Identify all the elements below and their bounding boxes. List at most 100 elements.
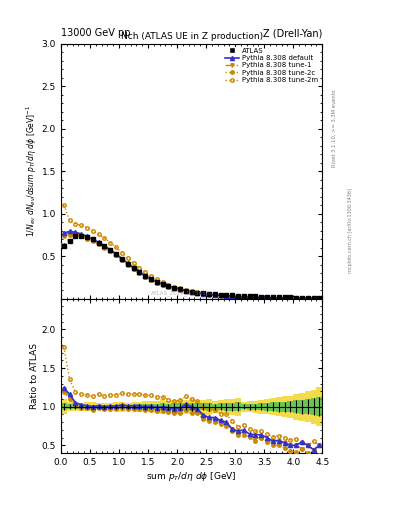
FancyBboxPatch shape — [224, 403, 230, 411]
FancyBboxPatch shape — [160, 403, 165, 411]
FancyBboxPatch shape — [125, 405, 130, 409]
FancyBboxPatch shape — [154, 400, 160, 413]
FancyBboxPatch shape — [299, 400, 305, 414]
FancyBboxPatch shape — [96, 405, 101, 409]
Legend: ATLAS, Pythia 8.308 default, Pythia 8.308 tune-1, Pythia 8.308 tune-2c, Pythia 8: ATLAS, Pythia 8.308 default, Pythia 8.30… — [222, 45, 321, 86]
Text: mcplots.cern.ch [arXiv:1306.3436]: mcplots.cern.ch [arXiv:1306.3436] — [348, 188, 353, 273]
FancyBboxPatch shape — [142, 275, 148, 276]
FancyBboxPatch shape — [78, 402, 84, 411]
FancyBboxPatch shape — [241, 401, 247, 412]
FancyBboxPatch shape — [200, 403, 206, 410]
FancyBboxPatch shape — [90, 402, 96, 411]
FancyBboxPatch shape — [73, 404, 78, 409]
FancyBboxPatch shape — [183, 400, 189, 414]
FancyBboxPatch shape — [119, 402, 125, 412]
FancyBboxPatch shape — [107, 249, 113, 251]
FancyBboxPatch shape — [310, 390, 316, 424]
FancyBboxPatch shape — [78, 404, 84, 409]
FancyBboxPatch shape — [258, 400, 264, 414]
Text: ATLAS_2019_I1736531: ATLAS_2019_I1736531 — [151, 290, 213, 296]
FancyBboxPatch shape — [218, 403, 224, 410]
FancyBboxPatch shape — [101, 405, 107, 409]
FancyBboxPatch shape — [247, 401, 253, 412]
FancyBboxPatch shape — [212, 400, 218, 413]
FancyBboxPatch shape — [212, 403, 218, 410]
FancyBboxPatch shape — [206, 399, 212, 415]
FancyBboxPatch shape — [177, 403, 183, 410]
FancyBboxPatch shape — [136, 404, 142, 409]
FancyBboxPatch shape — [130, 404, 136, 409]
FancyBboxPatch shape — [130, 402, 136, 411]
FancyBboxPatch shape — [258, 403, 264, 410]
FancyBboxPatch shape — [218, 400, 224, 414]
FancyBboxPatch shape — [270, 402, 276, 411]
FancyBboxPatch shape — [125, 263, 130, 265]
FancyBboxPatch shape — [136, 402, 142, 412]
FancyBboxPatch shape — [113, 253, 119, 255]
FancyBboxPatch shape — [206, 403, 212, 411]
FancyBboxPatch shape — [270, 398, 276, 415]
FancyBboxPatch shape — [84, 402, 90, 411]
FancyBboxPatch shape — [276, 402, 282, 412]
FancyBboxPatch shape — [282, 396, 287, 417]
FancyBboxPatch shape — [160, 399, 165, 414]
FancyBboxPatch shape — [154, 403, 160, 410]
Y-axis label: Ratio to ATLAS: Ratio to ATLAS — [30, 343, 39, 409]
FancyBboxPatch shape — [67, 404, 73, 409]
FancyBboxPatch shape — [253, 403, 258, 410]
FancyBboxPatch shape — [73, 402, 78, 411]
FancyBboxPatch shape — [90, 404, 96, 409]
FancyBboxPatch shape — [195, 400, 200, 413]
FancyBboxPatch shape — [148, 401, 154, 412]
FancyBboxPatch shape — [310, 398, 316, 415]
FancyBboxPatch shape — [241, 404, 247, 409]
FancyBboxPatch shape — [154, 281, 160, 282]
FancyBboxPatch shape — [130, 267, 136, 269]
FancyBboxPatch shape — [67, 239, 73, 243]
FancyBboxPatch shape — [171, 403, 177, 410]
FancyBboxPatch shape — [107, 402, 113, 411]
FancyBboxPatch shape — [160, 284, 165, 285]
FancyBboxPatch shape — [230, 399, 235, 415]
FancyBboxPatch shape — [177, 289, 183, 290]
X-axis label: sum $p_T/d\eta\ d\phi$ [GeV]: sum $p_T/d\eta\ d\phi$ [GeV] — [146, 470, 237, 483]
FancyBboxPatch shape — [61, 243, 67, 248]
FancyBboxPatch shape — [189, 291, 195, 292]
FancyBboxPatch shape — [276, 397, 282, 416]
FancyBboxPatch shape — [96, 403, 101, 410]
FancyBboxPatch shape — [264, 399, 270, 415]
FancyBboxPatch shape — [287, 396, 293, 418]
FancyBboxPatch shape — [195, 403, 200, 410]
Text: Rivet 3.1.10, >= 3.3M events: Rivet 3.1.10, >= 3.3M events — [332, 89, 337, 167]
FancyBboxPatch shape — [171, 400, 177, 414]
FancyBboxPatch shape — [235, 398, 241, 416]
FancyBboxPatch shape — [253, 400, 258, 413]
FancyBboxPatch shape — [293, 400, 299, 413]
FancyBboxPatch shape — [235, 402, 241, 411]
FancyBboxPatch shape — [264, 403, 270, 411]
FancyBboxPatch shape — [142, 404, 148, 410]
FancyBboxPatch shape — [230, 402, 235, 411]
FancyBboxPatch shape — [84, 236, 90, 239]
FancyBboxPatch shape — [183, 403, 189, 410]
FancyBboxPatch shape — [113, 404, 119, 409]
Title: Nch (ATLAS UE in Z production): Nch (ATLAS UE in Z production) — [121, 32, 263, 41]
FancyBboxPatch shape — [200, 400, 206, 414]
FancyBboxPatch shape — [247, 404, 253, 410]
FancyBboxPatch shape — [305, 391, 310, 422]
FancyBboxPatch shape — [316, 397, 322, 416]
FancyBboxPatch shape — [189, 403, 195, 411]
FancyBboxPatch shape — [113, 402, 119, 411]
FancyBboxPatch shape — [119, 258, 125, 261]
FancyBboxPatch shape — [189, 399, 195, 415]
FancyBboxPatch shape — [73, 234, 78, 238]
FancyBboxPatch shape — [282, 401, 287, 412]
Y-axis label: $1/N_{ev}\ dN_{ev}/dsum\ p_T/d\eta\ d\phi\ [\mathrm{GeV}]^{-1}$: $1/N_{ev}\ dN_{ev}/dsum\ p_T/d\eta\ d\ph… — [24, 105, 39, 237]
FancyBboxPatch shape — [84, 404, 90, 409]
Text: 13000 GeV pp: 13000 GeV pp — [61, 28, 130, 38]
FancyBboxPatch shape — [148, 404, 154, 410]
FancyBboxPatch shape — [287, 401, 293, 412]
FancyBboxPatch shape — [293, 394, 299, 420]
FancyBboxPatch shape — [224, 399, 230, 415]
FancyBboxPatch shape — [61, 399, 67, 414]
